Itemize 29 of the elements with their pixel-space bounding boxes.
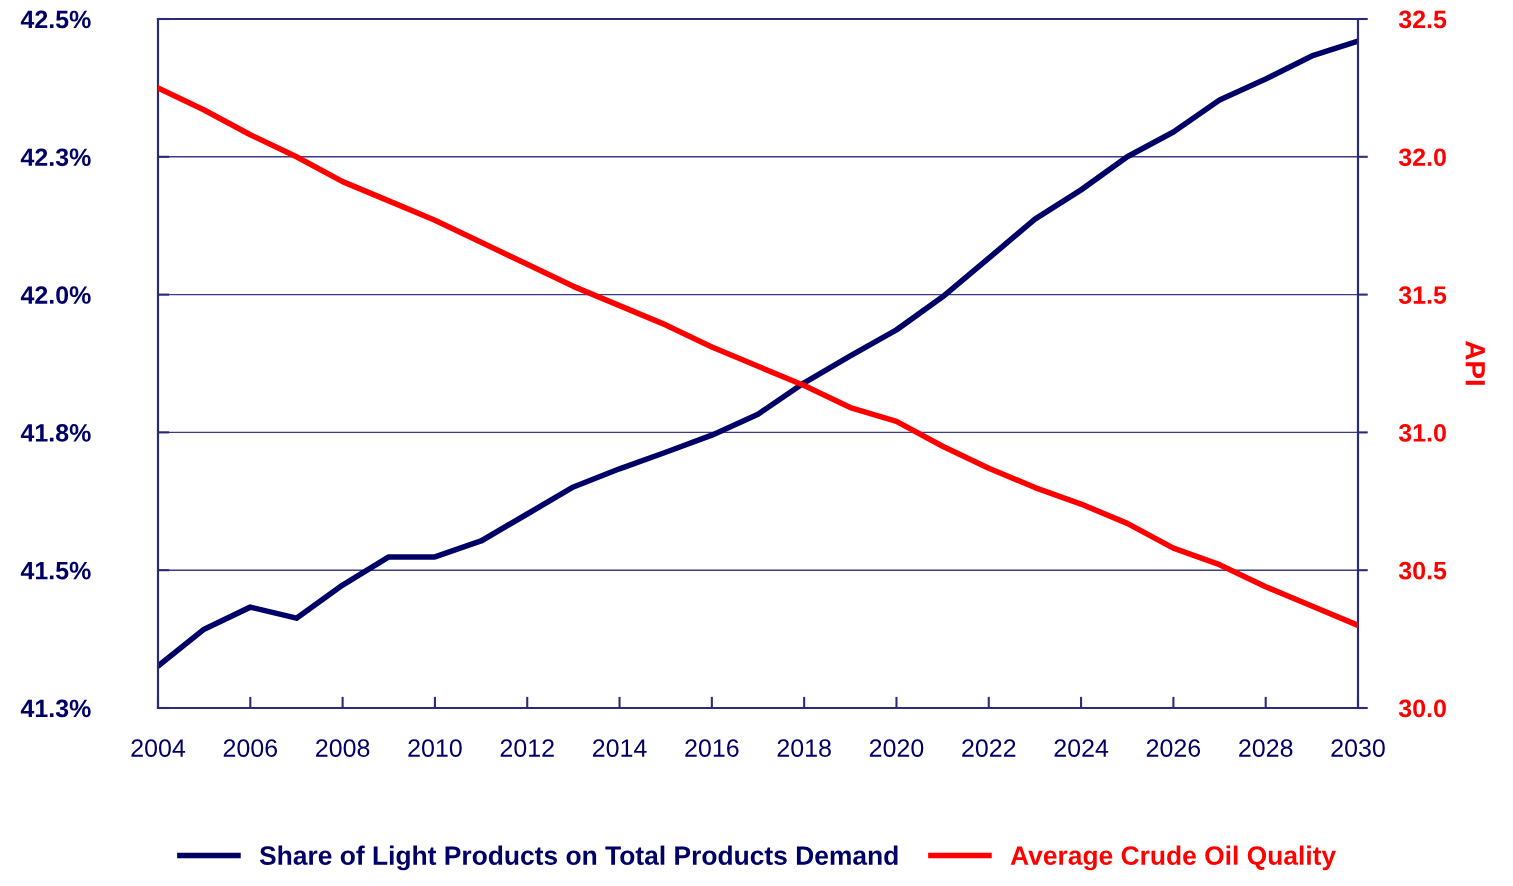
- x-tick-label: 2028: [1239, 739, 1293, 757]
- x-tick-label: 2012: [500, 739, 554, 757]
- y-tick-label: 42.0%: [20, 286, 91, 304]
- y-tick-label: 42.5%: [20, 10, 91, 29]
- x-tick-label: 2018: [777, 739, 831, 757]
- y2-tick-label: 32.0: [1398, 148, 1446, 167]
- y2-tick-label: 30.5: [1398, 561, 1447, 580]
- y2-tick-label: 32.5: [1398, 10, 1447, 29]
- y-tick-label: 41.8%: [20, 424, 91, 442]
- x-tick-label: 2014: [592, 739, 647, 757]
- x-tick-label: 2026: [1146, 739, 1201, 757]
- x-tick-label: 2024: [1054, 739, 1109, 757]
- y2-tick-label: 31.5: [1398, 286, 1447, 304]
- y-tick-label: 42.3%: [20, 148, 91, 167]
- y2-axis-title: API: [1465, 341, 1485, 385]
- x-tick-label: 2016: [685, 739, 739, 757]
- y2-tick-label: 31.0: [1398, 424, 1446, 442]
- x-tick-label: 2020: [869, 739, 924, 757]
- x-tick-label: 2004: [131, 739, 186, 757]
- legend-label: Share of Light Products on Total Products Demand: [259, 845, 898, 871]
- y2-tick-label: 30.0: [1398, 699, 1446, 718]
- y-tick-label: 41.3%: [20, 699, 91, 718]
- x-tick-label: 2008: [316, 739, 370, 757]
- x-tick-label: 2010: [408, 739, 462, 757]
- x-tick-label: 2006: [223, 739, 278, 757]
- legend-label: Average Crude Oil Quality: [1010, 845, 1336, 871]
- y-tick-label: 41.5%: [20, 561, 91, 580]
- x-tick-label: 2030: [1331, 739, 1385, 757]
- x-tick-label: 2022: [962, 739, 1016, 757]
